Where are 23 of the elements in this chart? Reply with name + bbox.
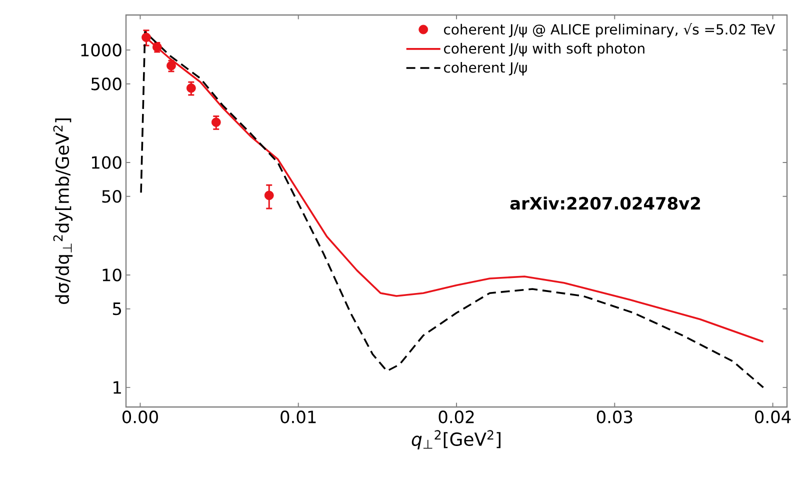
- y-tick-label: 5: [113, 302, 122, 316]
- point: [264, 190, 274, 200]
- x-tick-label: 0.02: [438, 410, 474, 424]
- y-tick-label: 50: [102, 190, 122, 203]
- x-tick-label: 0.04: [755, 410, 791, 424]
- x-axis-title: q$_{⊥}$$^{2}$[GeV$^{2}$]: [412, 430, 500, 450]
- legend-label: coherent J/ψ with soft photon: [444, 42, 644, 56]
- y-tick-label: 1: [114, 381, 121, 394]
- point: [166, 61, 176, 70]
- point: [211, 118, 221, 127]
- legend-label: coherent J/ψ: [444, 62, 527, 76]
- x-tick-label: 0.00: [122, 410, 158, 424]
- y-tick-label: 100: [92, 156, 122, 169]
- y-tick-label: 500: [91, 78, 122, 90]
- y-axis-title: dσ/dq$_{⊥}$$^{2}$dy[mb/GeV$^{2}$]: [53, 118, 73, 304]
- y-tick-label: 1000: [81, 44, 122, 56]
- x-tick-label: 0.01: [280, 410, 316, 424]
- x-tick-label: 0.03: [596, 410, 632, 424]
- point: [186, 83, 196, 93]
- annotation: arXiv:2207.02478v2: [510, 196, 700, 210]
- y-tick-label: 10: [102, 268, 122, 282]
- legend-label: coherent J/ψ @ ALICE preliminary, √s =5.02 TeV: [444, 23, 776, 38]
- point: [142, 32, 151, 42]
